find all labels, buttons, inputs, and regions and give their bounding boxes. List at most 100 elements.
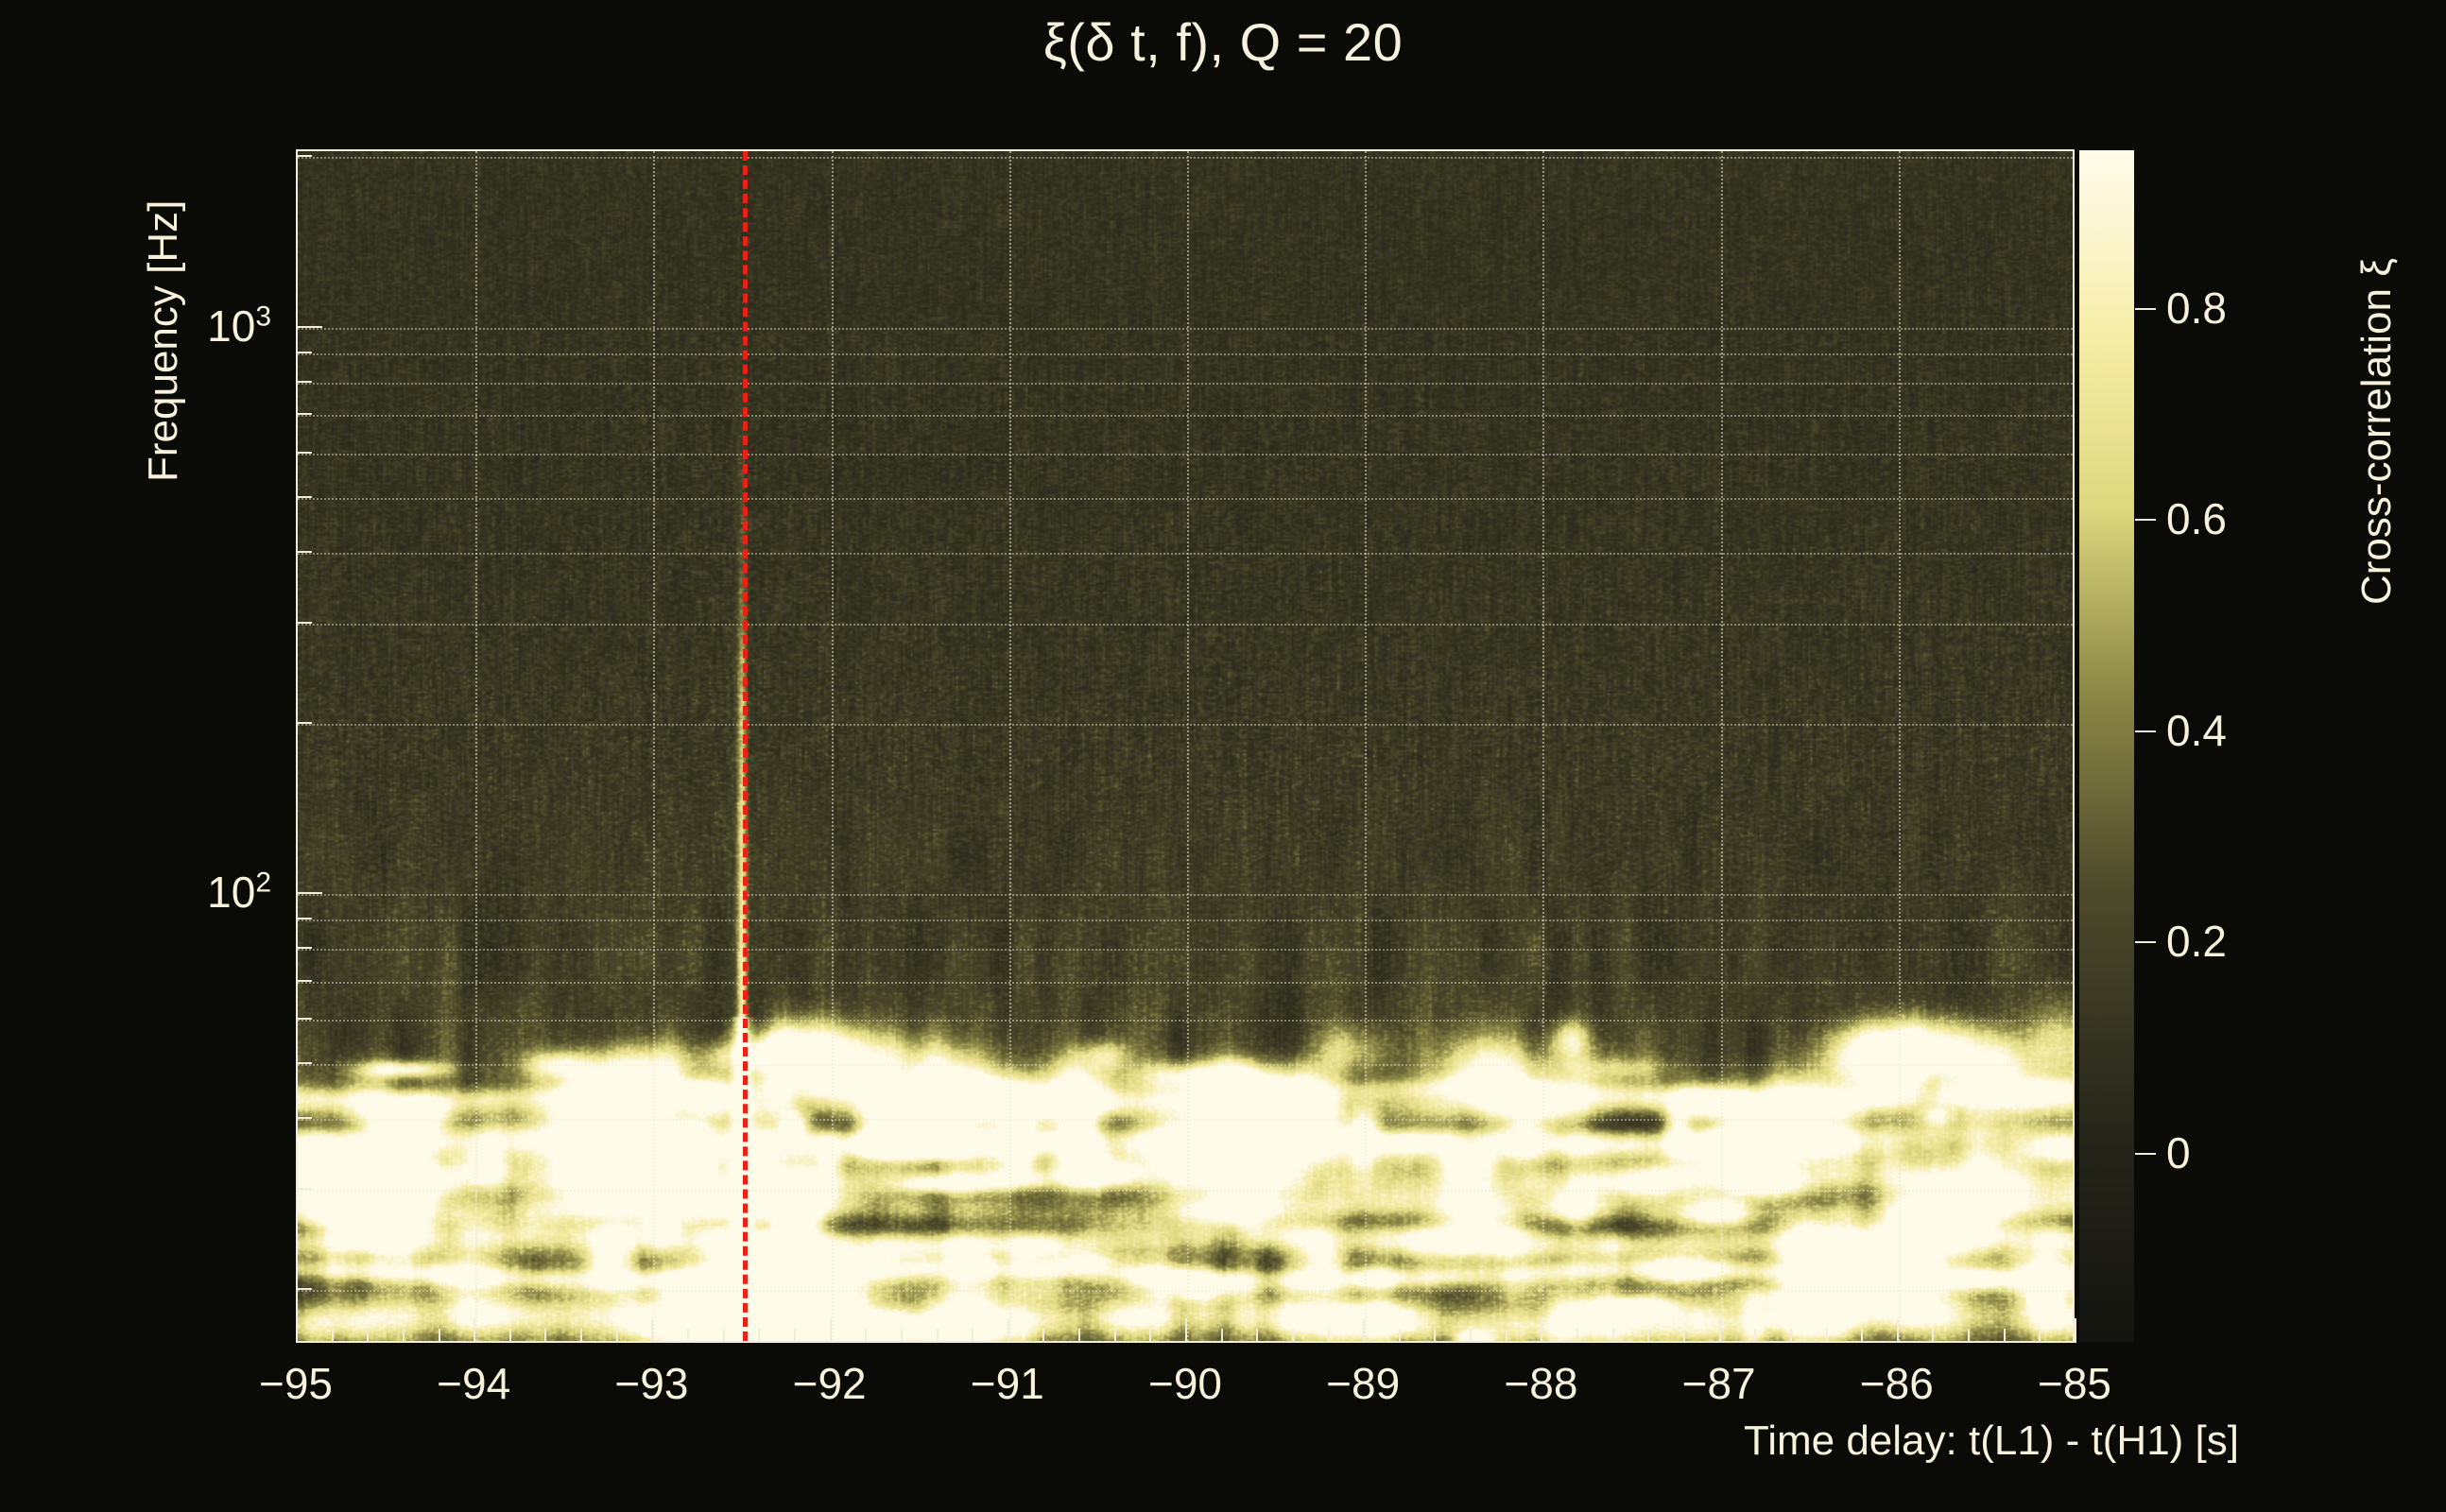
x-minor-tick [1968, 1329, 1971, 1343]
x-minor-tick [1825, 1329, 1828, 1343]
x-minor-tick [1861, 1329, 1864, 1343]
x-minor-tick [544, 1329, 547, 1343]
x-minor-tick [1682, 1329, 1685, 1343]
y-axis-title: Frequency [Hz] [140, 199, 186, 482]
spectrogram-plot-area [296, 149, 2075, 1343]
x-minor-tick [1291, 1329, 1294, 1343]
colorbar-tick [2135, 519, 2156, 522]
x-minor-tick [1647, 1329, 1650, 1343]
x-minor-tick [936, 1329, 939, 1343]
x-minor-tick [2039, 1329, 2041, 1343]
x-major-tick [1185, 1318, 1187, 1343]
x-minor-tick [1434, 1329, 1437, 1343]
x-minor-tick [438, 1329, 440, 1343]
x-minor-tick [972, 1329, 974, 1343]
x-major-tick [474, 1318, 476, 1343]
y-tick-label: 103 [207, 301, 271, 351]
x-minor-tick [1932, 1329, 1935, 1343]
x-minor-tick [1149, 1329, 1152, 1343]
x-tick-label: −94 [437, 1359, 511, 1408]
y-minor-tick [298, 551, 312, 554]
colorbar-tick-label: 0 [2166, 1127, 2191, 1177]
y-minor-tick [298, 352, 312, 354]
x-major-tick [651, 1318, 654, 1343]
heatmap-canvas-wrapper [298, 151, 2073, 1341]
x-tick-label: −85 [2037, 1359, 2112, 1408]
x-major-tick [1718, 1318, 1721, 1343]
x-tick-label: −95 [258, 1359, 334, 1408]
x-tick-label: −91 [970, 1359, 1044, 1408]
x-tick-label: −88 [1504, 1359, 1578, 1408]
x-tick-label: −87 [1681, 1359, 1756, 1408]
x-tick-label: −93 [614, 1359, 689, 1408]
x-minor-tick [1220, 1329, 1223, 1343]
x-major-tick [2075, 1318, 2076, 1343]
x-minor-tick [2003, 1329, 2006, 1343]
heatmap-canvas [298, 151, 2073, 1341]
y-minor-tick [298, 622, 312, 624]
x-tick-label: −90 [1147, 1359, 1223, 1408]
colorbar-gradient [2079, 150, 2134, 1342]
y-tick-label: 102 [207, 867, 271, 917]
y-minor-tick [298, 979, 312, 982]
x-minor-tick [1505, 1329, 1507, 1343]
x-minor-tick [1576, 1329, 1579, 1343]
x-major-tick [1007, 1318, 1009, 1343]
x-minor-tick [722, 1329, 725, 1343]
x-minor-tick [758, 1329, 761, 1343]
y-minor-tick [298, 451, 312, 454]
colorbar-tick-label: 0.2 [2166, 917, 2227, 967]
x-minor-tick [687, 1329, 690, 1343]
colorbar-title: Cross-correlation ξ [2353, 258, 2400, 605]
y-minor-tick [298, 947, 312, 950]
x-minor-tick [1754, 1329, 1757, 1343]
x-tick-label: −89 [1326, 1359, 1401, 1408]
y-minor-tick [298, 1117, 312, 1120]
x-axis-title: Time delay: t(L1) - t(H1) [s] [1743, 1418, 2239, 1464]
x-minor-tick [402, 1329, 405, 1343]
y-minor-tick [298, 1062, 312, 1065]
y-major-tick [298, 325, 322, 328]
colorbar-tick [2135, 307, 2156, 310]
colorbar-tick [2135, 941, 2156, 944]
y-minor-tick [298, 721, 312, 724]
x-minor-tick [1256, 1329, 1259, 1343]
x-major-tick [1363, 1318, 1366, 1343]
event-time-marker [742, 151, 748, 1341]
y-minor-tick [298, 380, 312, 383]
x-major-tick [296, 1318, 298, 1343]
colorbar-tick [2135, 1152, 2156, 1155]
colorbar [2078, 149, 2135, 1343]
x-minor-tick [508, 1329, 511, 1343]
x-minor-tick [580, 1329, 583, 1343]
x-tick-label: −92 [792, 1359, 867, 1408]
colorbar-tick-label: 0.6 [2166, 494, 2227, 544]
x-minor-tick [900, 1329, 903, 1343]
x-minor-tick [331, 1329, 334, 1343]
y-major-tick [298, 891, 322, 894]
y-minor-tick [298, 413, 312, 416]
x-minor-tick [1611, 1329, 1614, 1343]
x-major-tick [1896, 1318, 1899, 1343]
x-minor-tick [1398, 1329, 1401, 1343]
y-minor-tick [298, 155, 312, 158]
x-minor-tick [1078, 1329, 1081, 1343]
x-major-tick [1541, 1318, 1543, 1343]
x-minor-tick [1113, 1329, 1116, 1343]
x-minor-tick [1789, 1329, 1792, 1343]
x-tick-label: −86 [1859, 1359, 1934, 1408]
y-minor-tick [298, 1188, 312, 1191]
x-minor-tick [865, 1329, 868, 1343]
x-minor-tick [1327, 1329, 1330, 1343]
figure-title: ξ(δ t, f), Q = 20 [1042, 12, 1404, 72]
colorbar-tick-label: 0.4 [2166, 705, 2227, 755]
x-minor-tick [615, 1329, 618, 1343]
colorbar-tick [2135, 730, 2156, 732]
y-minor-tick [298, 496, 312, 499]
x-major-tick [829, 1318, 832, 1343]
colorbar-tick-label: 0.8 [2166, 283, 2227, 333]
y-minor-tick [298, 918, 312, 920]
y-minor-tick [298, 1287, 312, 1290]
y-minor-tick [298, 1017, 312, 1020]
